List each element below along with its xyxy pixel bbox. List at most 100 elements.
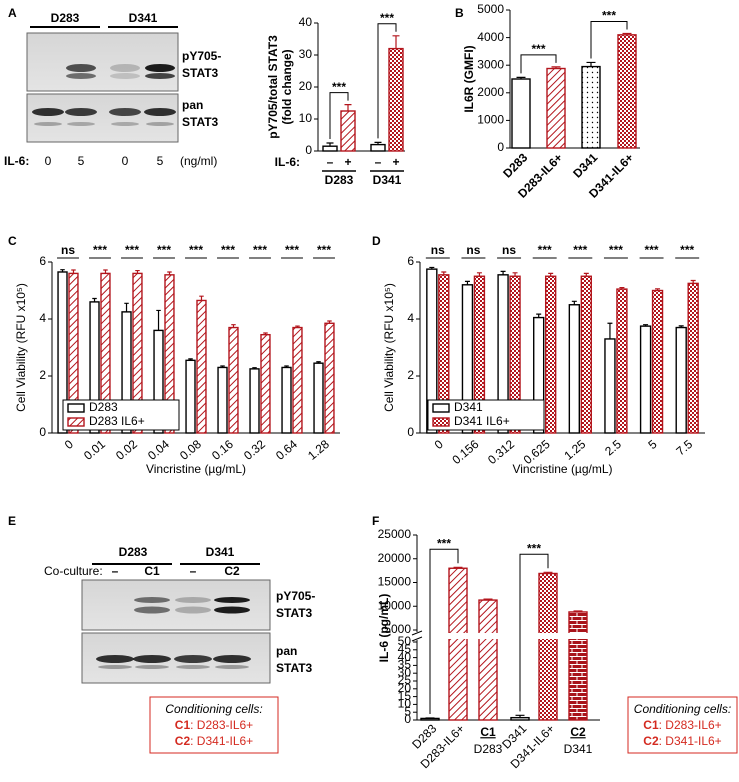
bar (228, 326, 239, 434)
error-bar (678, 325, 684, 328)
blot-band (144, 108, 176, 116)
note-box (627, 696, 738, 754)
y-tick-label: 4 (39, 311, 46, 325)
x-tick-label: + (344, 155, 351, 169)
error-bar (199, 295, 204, 301)
y-tick-label: 5000 (384, 622, 411, 636)
error-bar (607, 322, 613, 339)
error-bar (483, 598, 493, 601)
significance-label: ns (466, 243, 480, 257)
significance-bracket (429, 548, 459, 714)
error-bar (252, 367, 257, 369)
y-tick-label: 35 (398, 658, 412, 672)
group-label: D341 (373, 173, 402, 187)
bar (340, 110, 356, 152)
blot-band (65, 108, 97, 116)
panel-label: A (8, 6, 17, 20)
y-axis-title: Cell Viability (RFU x10⁵) (382, 283, 396, 412)
blot (26, 32, 179, 92)
blot-band (96, 655, 134, 663)
error-bar (512, 272, 518, 277)
group-label: D283 (119, 545, 148, 559)
error-bar (344, 104, 352, 111)
note-text: : D283-IL6+ (659, 718, 722, 732)
significance-label: *** (573, 243, 587, 257)
x-tick-label: 7.5 (673, 437, 695, 459)
significance-label: *** (380, 11, 394, 25)
blot-band (135, 665, 169, 669)
blot-band (110, 64, 140, 72)
band-label: STAT3 (276, 661, 313, 675)
group-label: D283 (51, 11, 80, 25)
note-key: C2 (643, 734, 659, 748)
x-tick-label: – (327, 155, 334, 169)
error-bar (188, 358, 193, 361)
dose-label: 0 (45, 154, 52, 168)
significance-label: *** (531, 42, 545, 56)
lane-label: – (112, 564, 119, 578)
y-axis-title: pY705/total STAT3 (266, 35, 280, 139)
bar (510, 716, 530, 721)
bar (511, 78, 531, 149)
error-bar (543, 571, 553, 574)
bar (568, 304, 581, 434)
blot-band (134, 606, 170, 614)
y-tick-label: 0 (497, 140, 504, 154)
bar (604, 338, 616, 434)
y-tick-label: 15000 (378, 575, 412, 589)
blot-band (214, 597, 250, 603)
error-bar (135, 269, 140, 274)
y-tick-label: 40 (299, 15, 313, 29)
dose-label: 5 (157, 154, 164, 168)
y-tick-label: 2 (407, 368, 414, 382)
bar (580, 275, 592, 434)
blot-band (214, 606, 250, 614)
bar (639, 325, 652, 434)
blot (81, 579, 271, 631)
bar (420, 717, 440, 721)
y-axis-title: IL-6 (pg/mL) (377, 594, 391, 663)
y-tick-label: 2000 (477, 85, 504, 99)
significance-bracket (519, 553, 549, 712)
band-label: pan (276, 644, 297, 658)
band-label: pY705- (182, 49, 221, 63)
note-title: Conditioning cells: (634, 702, 731, 716)
bar (322, 145, 338, 152)
note-title: Conditioning cells: (165, 702, 262, 716)
y-tick-label: 0 (404, 712, 411, 726)
y-axis-title: (fold change) (280, 49, 294, 124)
axis-break (411, 633, 600, 639)
blot-band (133, 655, 171, 663)
error-bar (515, 714, 525, 718)
blot-band (134, 597, 170, 603)
y-tick-label: 0 (407, 425, 414, 439)
x-tick-label: 0 (62, 437, 76, 452)
error-bar (583, 272, 589, 277)
error-bar (284, 365, 289, 368)
bar (616, 288, 628, 434)
note-line: C1: D283-IL6+ (175, 718, 253, 732)
significance-label: *** (285, 243, 299, 257)
x-tick-label: 5 (645, 437, 659, 452)
significance-label: *** (93, 243, 107, 257)
bar (313, 362, 324, 434)
bar (448, 567, 468, 721)
bar (617, 34, 637, 149)
bar (281, 366, 292, 434)
significance-bracket (520, 54, 557, 74)
error-bar (92, 297, 97, 302)
y-axis-title: IL6R (GMFI) (462, 45, 476, 112)
x-tick-label: 0.02 (113, 437, 140, 463)
band-label: pan (182, 98, 203, 112)
y-tick-label: 0 (39, 425, 46, 439)
significance-label: ns (502, 243, 516, 257)
significance-bracket (590, 20, 628, 59)
unit-label: (ng/ml) (180, 154, 217, 168)
error-bar (231, 324, 236, 328)
significance-label: *** (437, 536, 451, 550)
significance-label: *** (221, 243, 235, 257)
y-tick-label: 40 (398, 650, 412, 664)
panel-label: D (372, 234, 381, 248)
category-tag: C2 (570, 725, 586, 739)
y-tick-label: 0 (305, 143, 312, 157)
